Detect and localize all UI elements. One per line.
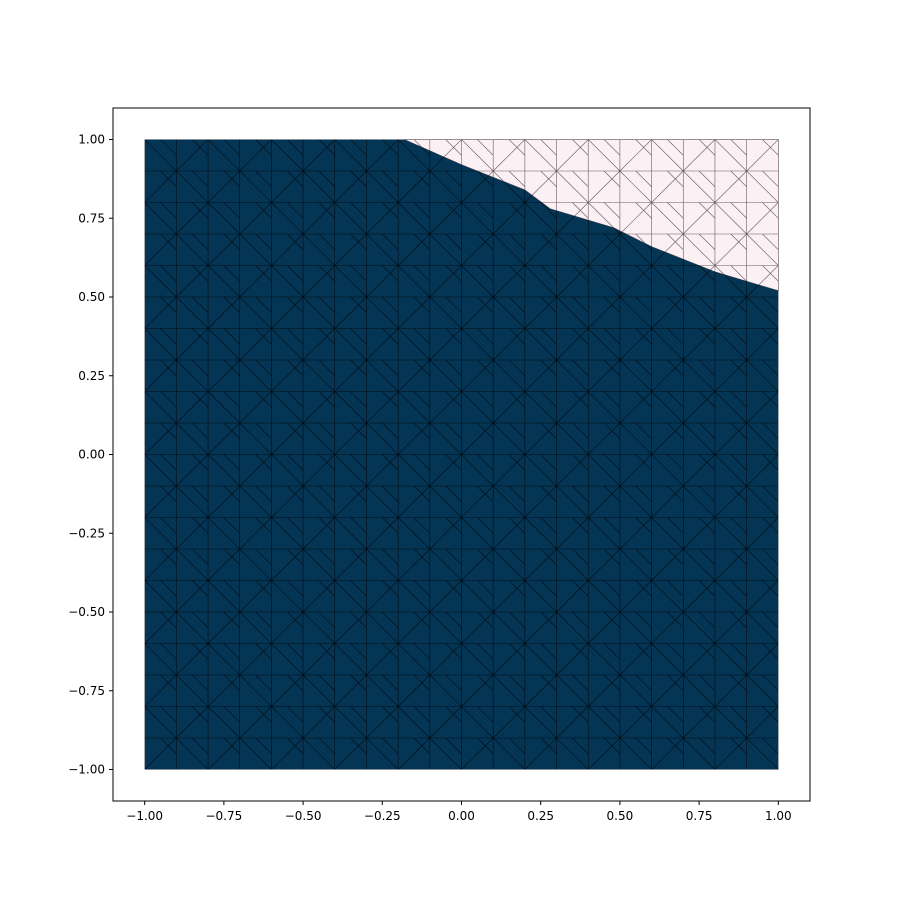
y-tick-label: −0.75 — [68, 684, 105, 698]
x-tick-label: −0.75 — [205, 809, 242, 823]
y-tick-label: 0.75 — [78, 211, 105, 225]
x-tick-label: 0.75 — [686, 809, 713, 823]
y-tick-label: −0.25 — [68, 526, 105, 540]
axes-frame — [112, 107, 811, 802]
x-tick-label: −0.25 — [364, 809, 401, 823]
y-tick-label: −0.50 — [68, 605, 105, 619]
y-tick-label: 0.00 — [78, 448, 105, 462]
y-tick-label: 1.00 — [78, 133, 105, 147]
mesh-lines — [144, 139, 779, 770]
y-tick-label: 0.50 — [78, 290, 105, 304]
x-tick-label: 0.25 — [527, 809, 554, 823]
y-tick-label: −1.00 — [68, 763, 105, 777]
axis-ticks: −1.00 −0.75 −0.50 −0.25 0.00 0.25 0.50 0.75 1.00… — [68, 133, 791, 824]
filled-region — [144, 139, 779, 770]
x-tick-label: 0.00 — [448, 809, 475, 823]
x-tick-label: 1.00 — [765, 809, 792, 823]
y-tick-label: 0.25 — [78, 369, 105, 383]
x-tick-label: −1.00 — [126, 809, 163, 823]
x-tick-label: −0.50 — [285, 809, 322, 823]
x-tick-label: 0.50 — [607, 809, 634, 823]
